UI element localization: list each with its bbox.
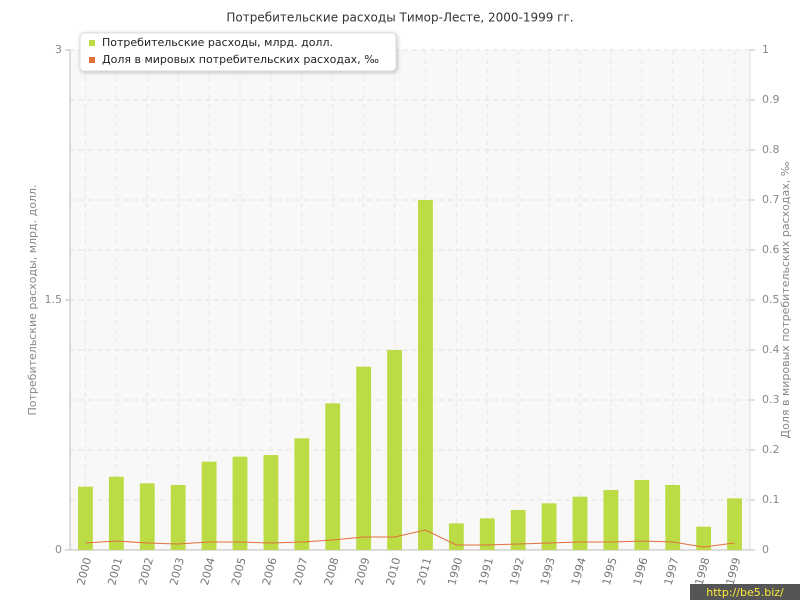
line [85,529,735,548]
y2-tick-label: 0.5 [762,293,780,306]
x-tick-label: 1992 [507,556,527,586]
bar [139,483,155,550]
legend-swatch [89,57,95,63]
x-tick-label: 2008 [322,556,342,586]
legend-label: Потребительские расходы, млрд. долл. [102,36,333,49]
bar [201,461,217,550]
x-tick-label: 2002 [136,556,156,586]
bar [696,526,712,550]
bar [541,503,557,550]
x-tick-label: 2011 [414,556,434,586]
bar [232,456,248,550]
y2-tick-label: 0.3 [762,393,780,406]
y2-tick-label: 0.1 [762,493,780,506]
x-tick-label: 2006 [260,556,280,586]
bar [170,485,186,550]
legend-swatch [89,40,95,46]
bar [727,498,742,550]
y2-tick-label: 0.7 [762,193,780,206]
x-tick-label: 1990 [445,556,465,586]
bar [78,486,93,550]
legend-label: Доля в мировых потребительских расходах,… [102,53,379,66]
x-tick-label: 1993 [538,556,558,586]
x-tick-label: 2009 [353,556,373,586]
plot-area [70,50,750,550]
x-tick-label: 2010 [384,556,404,586]
x-tick-label: 2005 [229,556,249,586]
y-tick-label: 1.5 [45,293,63,306]
x-tick-label: 2000 [74,556,94,586]
bar [510,510,526,550]
x-tick-label: 2007 [291,556,311,586]
x-tick-label: 1998 [693,556,713,586]
y2-tick-label: 0.8 [762,143,780,156]
bar [294,438,310,550]
x-tick-label: 2003 [167,556,187,586]
bar [418,200,433,550]
y2-tick-label: 1 [762,43,769,56]
y2-tick-label: 0 [762,543,769,556]
y-tick-label: 0 [55,543,62,556]
bar [665,485,681,550]
y2-axis-label: Доля в мировых потребительских расходах,… [779,161,792,438]
legend-box [79,32,397,72]
x-tick-label: 1999 [724,556,744,586]
bar [325,403,341,550]
chart-title: Потребительские расходы Тимор-Лесте, 200… [226,11,573,25]
watermark-bg [690,584,800,600]
x-tick-label: 1991 [476,556,496,586]
bar [263,455,279,550]
x-tick-label: 1996 [631,556,651,586]
y2-tick-label: 0.2 [762,443,780,456]
bar [356,366,372,550]
x-tick-label: 2004 [198,556,218,586]
watermark: http://be5.biz/ [706,586,784,599]
bar [387,350,402,550]
x-tick-label: 1994 [569,556,589,586]
y-tick-label: 3 [55,43,62,56]
bar [108,476,124,550]
y2-tick-label: 0.9 [762,93,780,106]
bar [479,518,495,550]
bar [634,480,650,550]
bar [603,490,619,550]
y2-tick-label: 0.6 [762,243,780,256]
y-axis-label: Потребительские расходы, млрд. долл. [26,185,39,416]
bar [572,496,588,550]
y2-tick-label: 0.4 [762,343,780,356]
x-tick-label: 1995 [600,556,620,586]
bar [448,523,464,550]
x-tick-label: 2001 [105,556,125,586]
x-tick-label: 1997 [662,556,682,586]
legend: Потребительские расходы, млрд. долл. Доля… [79,32,397,72]
